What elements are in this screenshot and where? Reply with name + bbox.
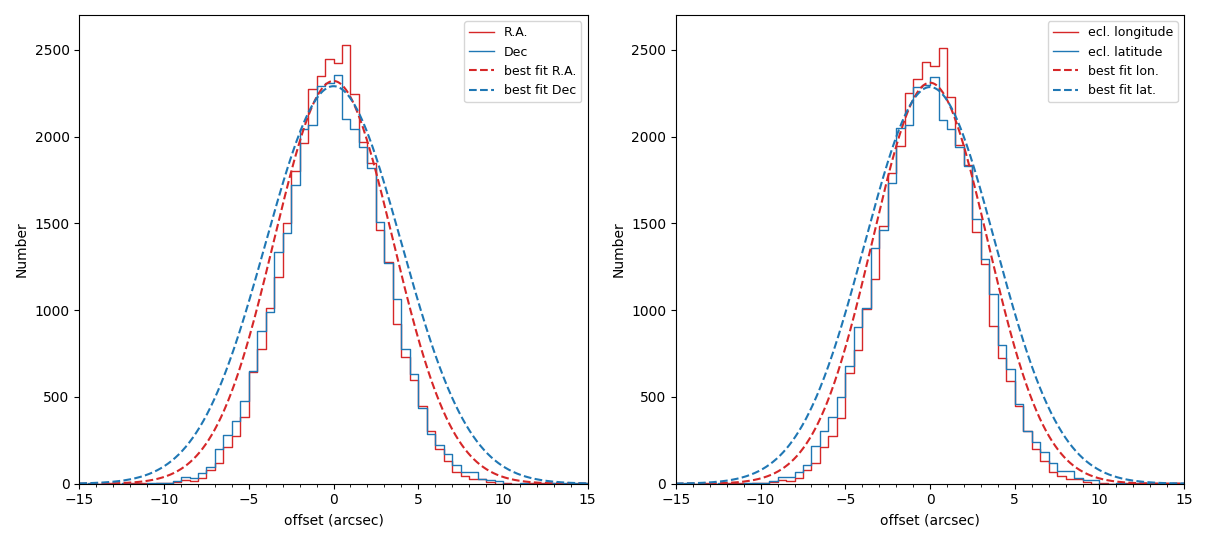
ecl. longitude: [669, 480, 684, 487]
Legend: R.A., Dec, best fit R.A., best fit Dec: R.A., Dec, best fit R.A., best fit Dec: [464, 21, 581, 102]
ecl. latitude: [779, 473, 794, 480]
R.A.: [428, 445, 442, 451]
Y-axis label: Number: Number: [611, 222, 626, 278]
ecl. latitude: [1177, 480, 1191, 487]
Dec: [182, 474, 197, 481]
R.A.: [81, 480, 95, 487]
Line: ecl. latitude: ecl. latitude: [676, 77, 1184, 483]
Dec: [208, 446, 222, 452]
ecl. latitude: [1075, 475, 1090, 481]
R.A.: [335, 42, 349, 48]
R.A.: [580, 480, 594, 487]
Legend: ecl. longitude, ecl. latitude, best fit lon., best fit lat.: ecl. longitude, ecl. latitude, best fit …: [1047, 21, 1178, 102]
best fit lon.: [720, 480, 734, 486]
ecl. longitude: [813, 460, 827, 467]
best fit R.A.: [469, 458, 483, 464]
best fit lon.: [923, 80, 937, 86]
best fit R.A.: [124, 479, 139, 486]
best fit lon.: [669, 480, 684, 487]
best fit R.A.: [422, 370, 436, 377]
best fit lat.: [669, 480, 684, 487]
ecl. longitude: [678, 480, 692, 487]
R.A.: [182, 478, 197, 484]
best fit lon.: [1018, 379, 1033, 385]
R.A.: [216, 460, 231, 467]
Line: best fit Dec: best fit Dec: [80, 86, 587, 483]
best fit lon.: [875, 199, 889, 206]
ecl. longitude: [931, 45, 946, 51]
ecl. latitude: [1024, 428, 1039, 434]
best fit Dec: [124, 476, 139, 482]
best fit R.A.: [72, 480, 87, 487]
best fit lat.: [1018, 344, 1033, 351]
Dec: [580, 480, 594, 487]
best fit Dec: [422, 333, 436, 339]
best fit lon.: [1177, 480, 1191, 487]
Dec: [563, 480, 577, 487]
best fit Dec: [296, 121, 310, 127]
best fit lon.: [893, 131, 907, 138]
best fit lat.: [720, 477, 734, 483]
Line: best fit R.A.: best fit R.A.: [80, 81, 587, 483]
best fit lon.: [1065, 462, 1080, 468]
best fit lat.: [1177, 480, 1191, 487]
best fit R.A.: [478, 466, 493, 472]
Y-axis label: Number: Number: [14, 222, 29, 278]
best fit Dec: [278, 173, 292, 179]
ecl. latitude: [805, 443, 819, 449]
ecl. latitude: [1160, 480, 1174, 487]
best fit R.A.: [296, 127, 310, 133]
ecl. longitude: [1024, 446, 1039, 452]
R.A.: [478, 479, 493, 485]
best fit lat.: [1075, 454, 1090, 461]
best fit lon.: [1075, 468, 1090, 475]
Line: best fit lon.: best fit lon.: [676, 83, 1184, 483]
X-axis label: offset (arcsec): offset (arcsec): [881, 513, 980, 527]
best fit Dec: [478, 448, 493, 455]
ecl. latitude: [923, 74, 937, 80]
best fit Dec: [326, 83, 341, 89]
Dec: [428, 431, 442, 437]
best fit Dec: [72, 480, 87, 487]
ecl. longitude: [957, 162, 971, 169]
Dec: [72, 480, 87, 487]
best fit Dec: [580, 480, 594, 487]
ecl. longitude: [1177, 480, 1191, 487]
ecl. longitude: [1075, 479, 1090, 485]
best fit lat.: [923, 84, 937, 91]
best fit Dec: [469, 437, 483, 444]
Line: R.A.: R.A.: [80, 45, 587, 483]
Line: ecl. longitude: ecl. longitude: [676, 48, 1184, 483]
Line: Dec: Dec: [80, 75, 587, 483]
Dec: [326, 72, 341, 79]
Dec: [360, 144, 374, 151]
best fit R.A.: [326, 78, 341, 84]
ecl. latitude: [957, 144, 971, 150]
best fit lat.: [893, 124, 907, 131]
Line: best fit lat.: best fit lat.: [676, 87, 1184, 483]
ecl. latitude: [669, 480, 684, 487]
best fit lat.: [875, 180, 889, 186]
ecl. longitude: [1168, 480, 1183, 487]
best fit lat.: [1065, 444, 1080, 451]
R.A.: [72, 480, 87, 487]
ecl. longitude: [779, 478, 794, 484]
R.A.: [360, 160, 374, 166]
Dec: [478, 475, 493, 482]
R.A.: [571, 480, 586, 487]
best fit R.A.: [278, 192, 292, 199]
best fit R.A.: [580, 480, 594, 487]
X-axis label: offset (arcsec): offset (arcsec): [284, 513, 383, 527]
